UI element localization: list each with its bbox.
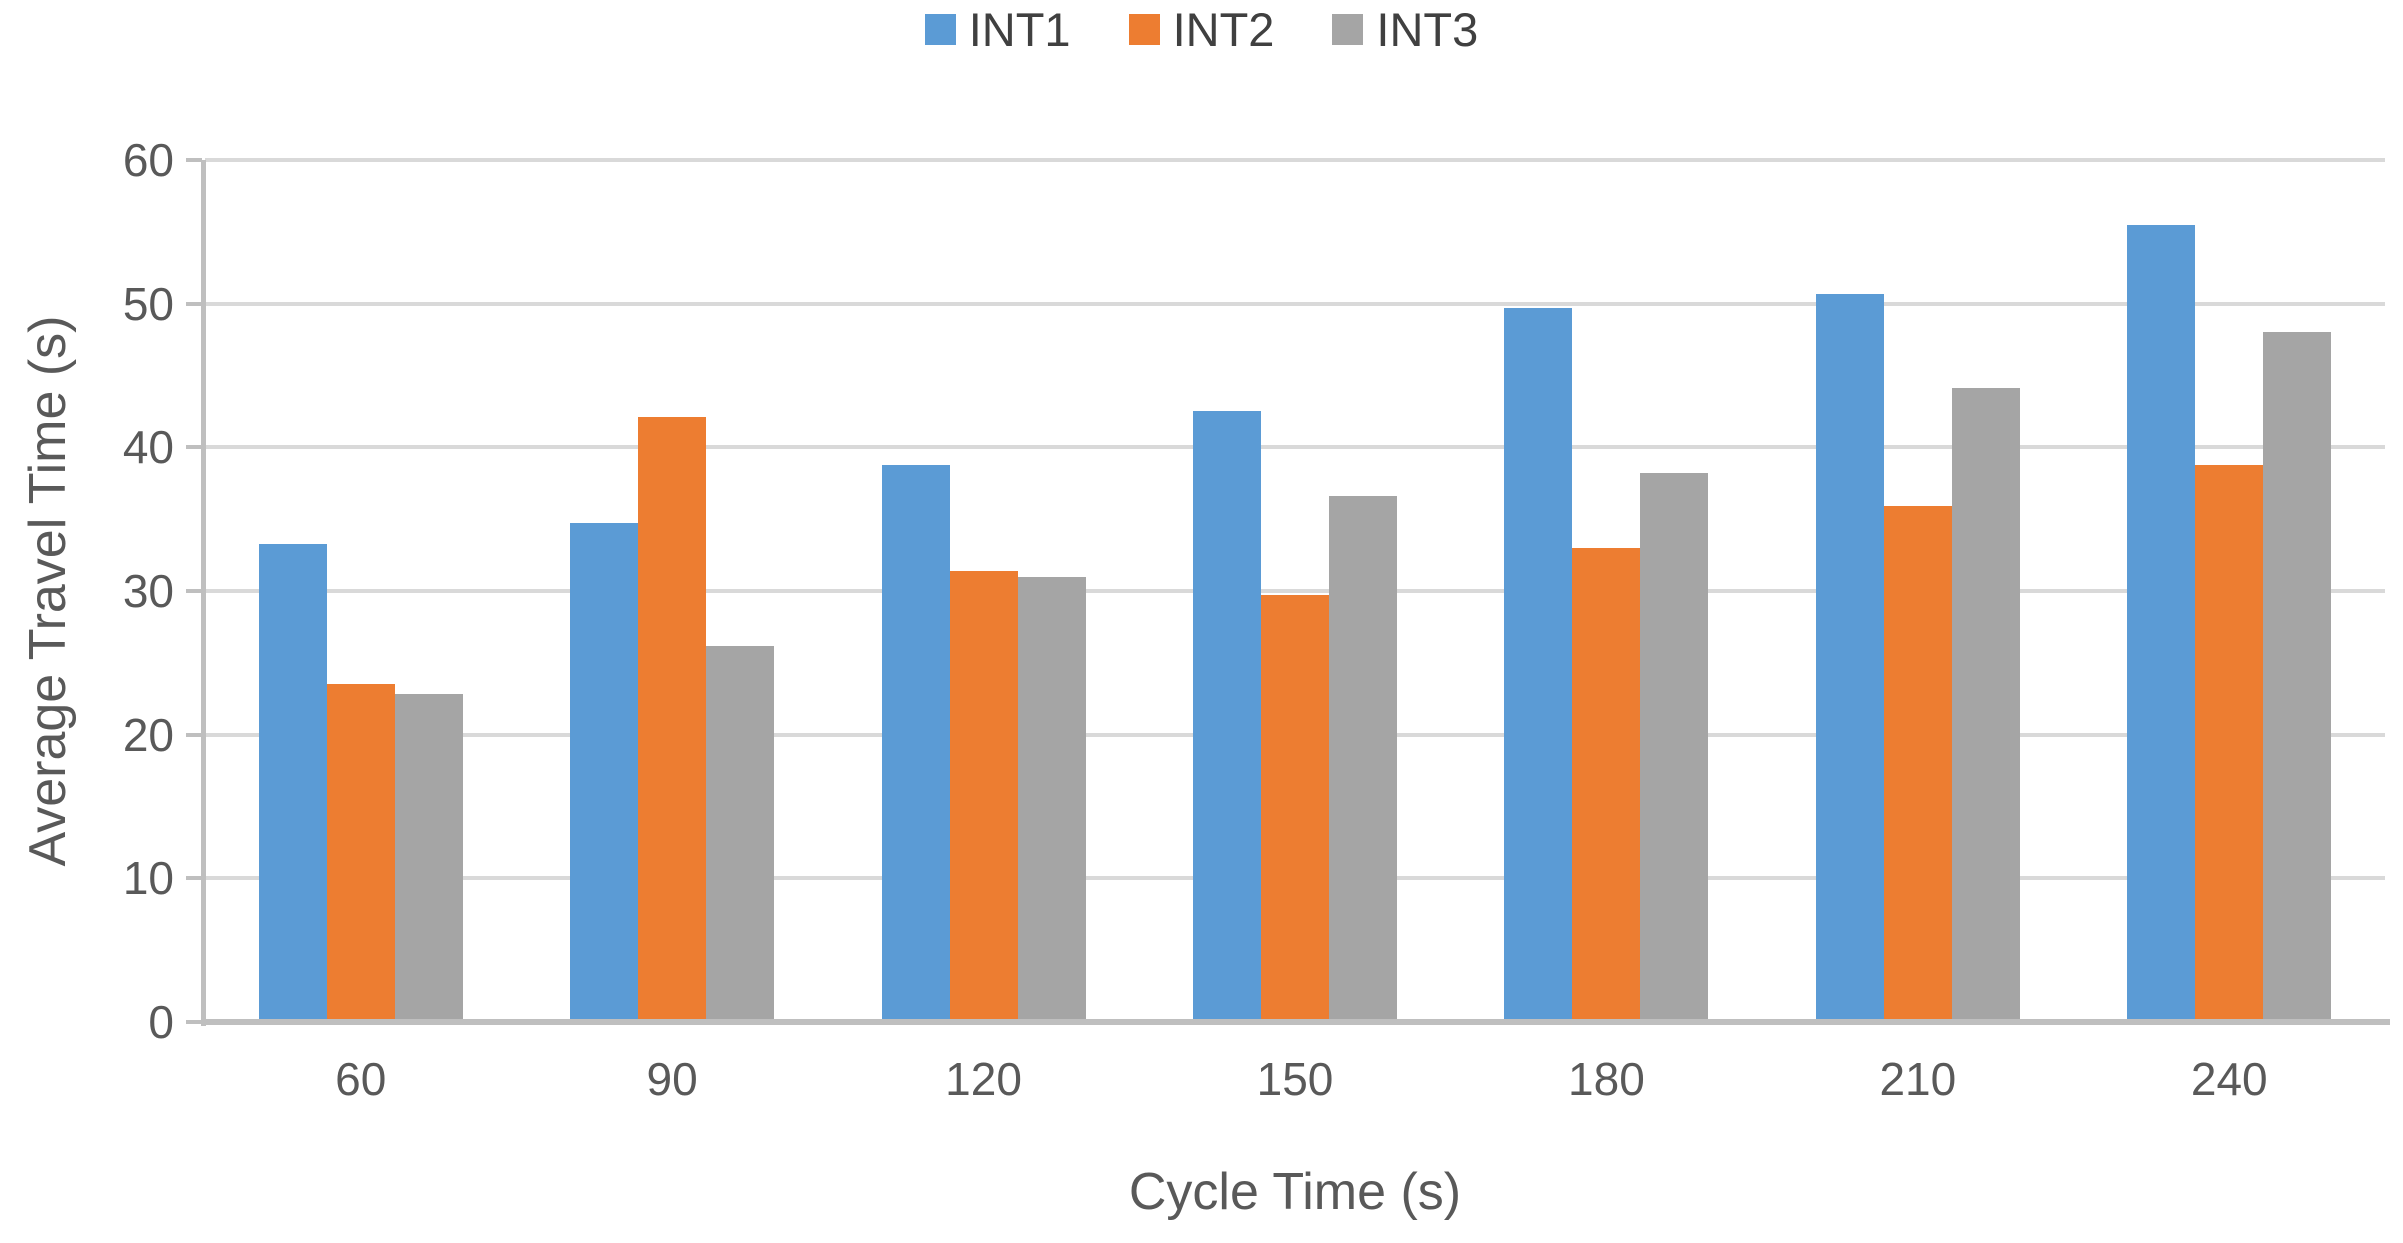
bar-INT1-60 <box>258 543 327 1022</box>
bar-group-60 <box>205 160 516 1022</box>
y-tick-mark-40 <box>186 445 202 450</box>
y-tick-label-30: 30 <box>122 565 174 617</box>
bar-INT3-120 <box>1017 576 1086 1022</box>
x-axis-title: Cycle Time (s) <box>1128 1163 1462 1221</box>
legend-item-INT1: INT1 <box>924 3 1071 56</box>
y-tick-mark-60 <box>186 158 202 162</box>
bar-INT1-120 <box>881 464 950 1022</box>
x-tick-label-60: 60 <box>335 1053 387 1105</box>
y-tick-label-50: 50 <box>122 277 174 330</box>
bar-INT1-150 <box>1192 411 1261 1022</box>
x-tick-label-210: 210 <box>1879 1053 1957 1105</box>
chart-legend: INT1 INT2 INT3 <box>0 6 2403 53</box>
legend-swatch-INT2 <box>1128 14 1160 45</box>
gridline-y-30 <box>205 589 2385 593</box>
bar-group-120 <box>828 160 1139 1022</box>
bar-INT3-150 <box>1328 496 1397 1022</box>
legend-swatch-INT3 <box>1332 14 1364 45</box>
gridline-y-40 <box>205 445 2385 450</box>
y-tick-label-10: 10 <box>122 852 174 905</box>
bar-INT2-240 <box>2195 464 2264 1022</box>
bar-INT2-210 <box>1883 506 1952 1022</box>
bar-group-240 <box>2074 160 2385 1022</box>
bar-INT2-120 <box>949 570 1018 1022</box>
bar-INT3-180 <box>1640 473 1709 1022</box>
gridline-y-60 <box>205 158 2385 162</box>
y-tick-label-60: 60 <box>122 134 174 186</box>
gridline-y-50 <box>205 301 2385 306</box>
bar-group-180 <box>1451 160 1762 1022</box>
legend-swatch-INT1 <box>924 14 956 45</box>
x-tick-label-120: 120 <box>945 1053 1022 1105</box>
plot-area <box>205 158 2385 1022</box>
y-tick-mark-20 <box>186 732 202 737</box>
bar-INT3-240 <box>2263 332 2332 1022</box>
y-tick-mark-50 <box>186 301 202 306</box>
bar-INT2-150 <box>1260 595 1329 1022</box>
bar-INT2-90 <box>638 417 707 1022</box>
bar-INT1-180 <box>1504 307 1573 1022</box>
x-tick-label-150: 150 <box>1256 1053 1334 1105</box>
x-tick-label-240: 240 <box>2190 1053 2268 1105</box>
bar-group-90 <box>516 160 827 1022</box>
y-tick-mark-0 <box>186 1020 202 1024</box>
legend-label: INT3 <box>1376 3 1479 56</box>
bar-INT3-90 <box>706 645 775 1022</box>
bar-group-150 <box>1139 160 1450 1022</box>
x-tick-label-180: 180 <box>1568 1053 1645 1105</box>
bar-INT3-60 <box>394 694 463 1022</box>
bar-INT2-180 <box>1572 547 1641 1022</box>
bar-INT2-60 <box>326 684 395 1022</box>
bar-group-210 <box>1762 160 2073 1022</box>
bar-INT1-240 <box>2127 224 2196 1022</box>
bar-INT1-90 <box>570 523 639 1022</box>
y-tick-mark-10 <box>186 876 202 881</box>
y-tick-label-0: 0 <box>148 996 174 1048</box>
legend-item-INT2: INT2 <box>1128 3 1275 56</box>
bar-INT1-210 <box>1815 293 1884 1022</box>
x-tick-label-90: 90 <box>646 1053 698 1105</box>
legend-item-INT3: INT3 <box>1332 6 1478 53</box>
x-axis-baseline <box>205 1019 2390 1025</box>
bar-INT3-210 <box>1951 388 2020 1022</box>
y-axis-line <box>201 160 206 1026</box>
y-tick-mark-30 <box>186 589 202 593</box>
legend-label: INT1 <box>968 3 1071 56</box>
legend-label: INT2 <box>1172 3 1275 56</box>
y-tick-label-20: 20 <box>122 708 174 761</box>
y-tick-label-40: 40 <box>122 421 174 474</box>
